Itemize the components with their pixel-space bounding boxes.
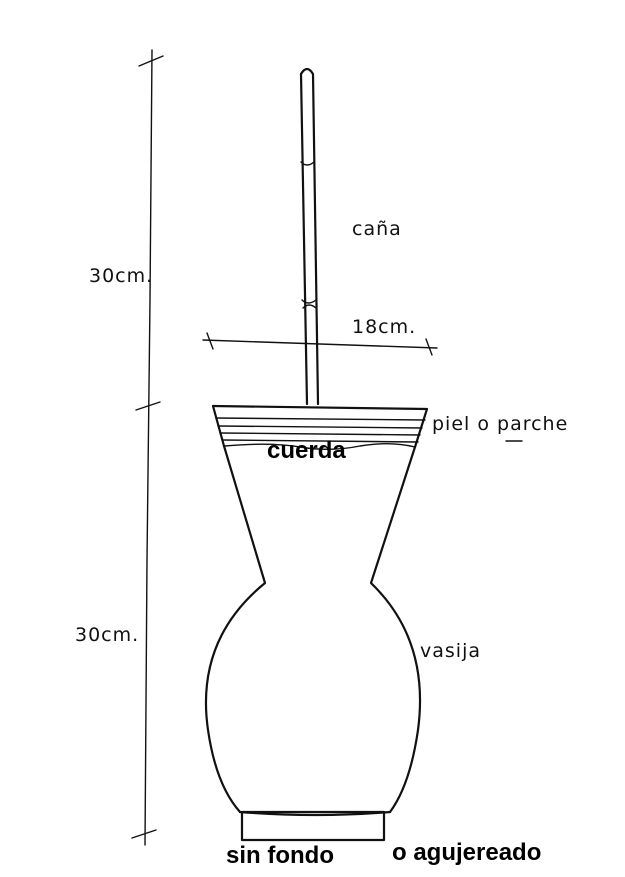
cord-label: cuerda bbox=[267, 437, 346, 464]
no-bottom-label: sin fondo bbox=[226, 842, 334, 869]
cane-label: caña bbox=[352, 218, 402, 240]
width-label: 18cm. bbox=[352, 316, 416, 338]
cane-stick bbox=[299, 67, 320, 406]
width-dimension-line bbox=[202, 332, 438, 356]
lower-height-label: 30cm. bbox=[75, 624, 139, 646]
height-dimension-line bbox=[131, 49, 164, 846]
drum-head bbox=[211, 404, 429, 450]
vessel-body bbox=[204, 444, 422, 817]
skin-label: piel o parche bbox=[432, 413, 568, 435]
upper-height-label: 30cm. bbox=[89, 265, 153, 287]
vessel-label: vasija bbox=[420, 640, 481, 662]
perforated-label: o agujereado bbox=[392, 839, 541, 866]
vessel-base bbox=[240, 810, 386, 842]
